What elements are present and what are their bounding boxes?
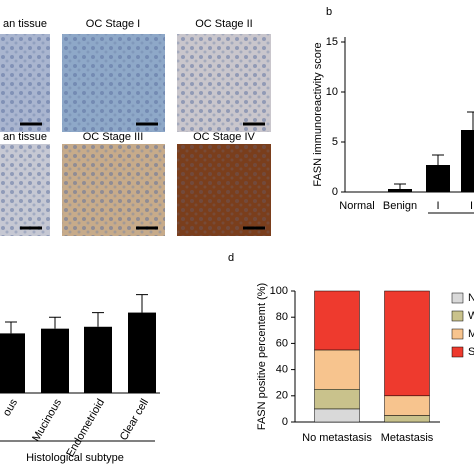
bar [0,333,25,393]
y-tick-label: 10 [326,86,338,98]
panel-label: d [228,252,234,264]
x-tick-label: I [436,200,439,212]
x-tick-label: Benign [383,200,417,212]
image-texture [177,34,271,132]
legend-label: N [468,292,474,304]
x-tick-label: No metastasis [302,432,372,444]
image-label: OC Stage II [195,18,252,30]
error-bar [5,321,17,334]
bar [84,326,112,393]
x-tick-label: Metastasis [381,432,434,444]
x-axis-label: Histological subtype [26,452,124,464]
bar [461,130,474,192]
image-texture [0,144,50,236]
x-tick-label: II [470,200,474,212]
bar [41,328,69,393]
y-tick-label: 5 [332,136,338,148]
bar-segment [314,389,360,410]
error-bar [92,312,104,327]
error-bar [467,111,474,130]
image-label: OC Stage III [83,131,144,143]
bar [128,312,156,393]
y-tick-label: 100 [270,285,288,297]
image-texture [177,144,271,236]
image-label: an tissue [3,18,47,30]
legend-swatch [451,328,464,340]
y-tick-label: 0 [282,416,288,428]
legend-swatch [451,346,464,358]
bar-segment [314,408,360,423]
legend-swatch [451,292,464,304]
bar-segment [314,349,360,390]
y-axis-label: FASN positive percentemt (%) [256,283,268,430]
x-tick-label: Clear cell [118,397,151,443]
y-tick-label: 80 [276,311,288,323]
image-texture [62,34,165,132]
error-bar [49,316,61,329]
bar [426,165,450,192]
image-texture [62,144,165,236]
legend-swatch [451,310,464,322]
image-label: OC Stage IV [193,131,255,143]
bar-segment [384,395,430,416]
bar [388,189,412,192]
legend-label: S [468,346,474,358]
error-bar [432,154,444,165]
bar-segment [384,415,430,423]
legend-label: W [468,310,474,322]
legend-label: M [468,328,474,340]
bar-segment [314,290,360,351]
y-tick-label: 0 [332,186,338,198]
x-tick-label: Mucinous [30,397,64,444]
error-bar [136,294,148,313]
error-bar [394,183,406,189]
x-tick-label: ous [1,397,21,419]
x-tick-label: Normal [339,200,374,212]
y-tick-label: 60 [276,337,288,349]
image-texture [0,34,50,132]
y-axis-label: FASN immunoreactivity score [312,42,324,186]
histology-images [0,34,271,236]
image-label: an tissue [3,131,47,143]
scale-bars [20,122,265,230]
y-tick-label: 40 [276,364,288,376]
x-tick-label: Endometrioid [64,397,107,459]
panel-label: b [326,6,332,18]
image-label: OC Stage I [86,18,140,30]
bar-segment [384,290,430,397]
y-tick-label: 15 [326,36,338,48]
y-tick-label: 20 [276,390,288,402]
